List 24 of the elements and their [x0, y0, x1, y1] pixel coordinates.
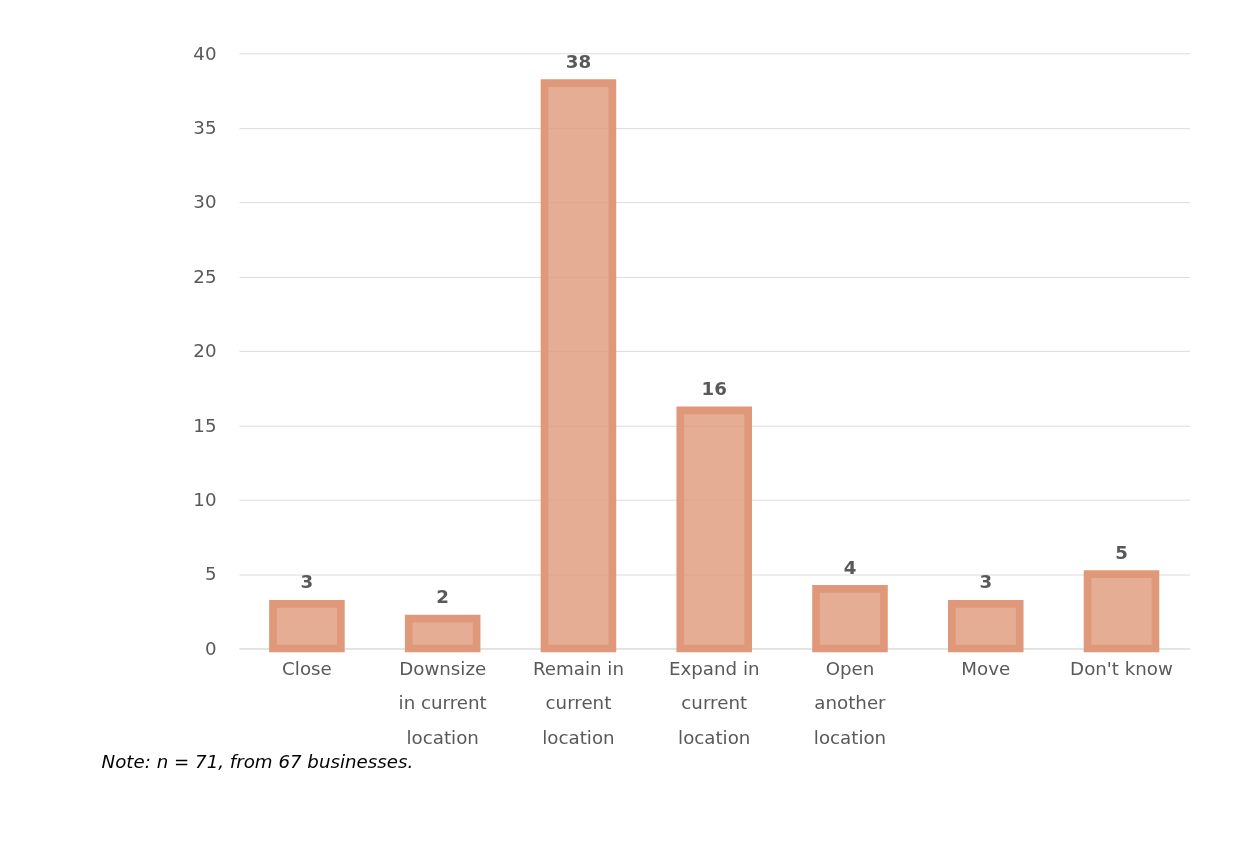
data-label: 3	[979, 571, 993, 593]
data-label: 2	[436, 586, 450, 608]
y-tick-label: 25	[193, 265, 217, 287]
x-tick-label: Remain in current location	[532, 657, 624, 748]
data-label: 4	[843, 556, 857, 578]
x-tick-label: Expand in current location	[668, 657, 760, 748]
x-tick-label: Downsize in current location	[398, 657, 487, 748]
data-label: 3	[300, 571, 314, 593]
y-tick-label: 10	[193, 488, 217, 510]
data-label: 38	[565, 50, 592, 72]
y-tick-label: 0	[204, 637, 217, 659]
data-label: 16	[701, 378, 727, 400]
data-label: 5	[1115, 541, 1128, 563]
text: Note: n = 71, from 67 businesses.	[101, 750, 414, 772]
x-tick-label: Close	[282, 657, 332, 679]
x-tick-label: Move	[961, 657, 1011, 679]
y-tick-label: 15	[193, 414, 217, 436]
y-tick-label: 35	[193, 116, 217, 138]
y-tick-label: 5	[204, 563, 217, 585]
x-tick-label: Don't know	[1070, 657, 1174, 679]
y-tick-label: 20	[193, 340, 217, 362]
y-tick-label: 40	[193, 42, 217, 64]
y-tick-label: 30	[193, 191, 217, 213]
x-tick-label: Open another location	[813, 657, 887, 748]
